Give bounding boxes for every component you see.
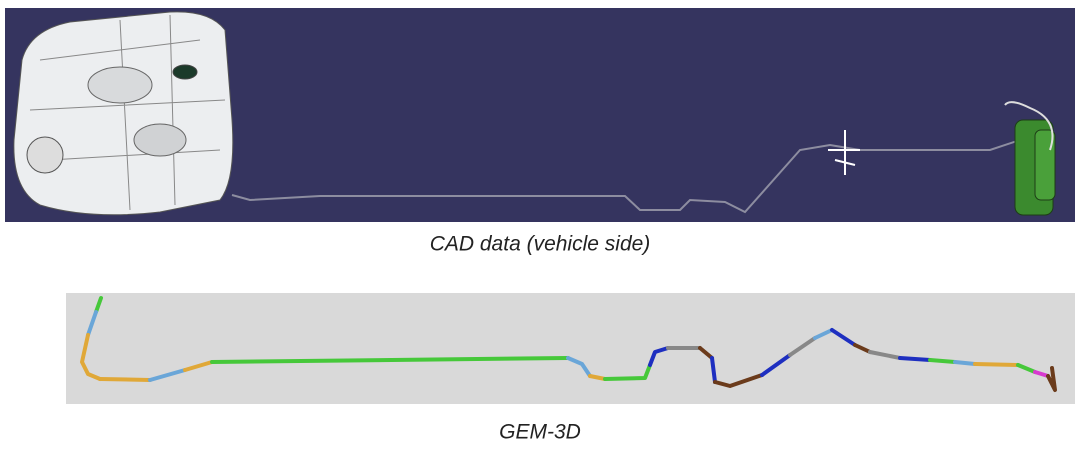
gem-panel	[66, 293, 1075, 404]
caption: CAD data (vehicle side)	[430, 233, 651, 256]
cad-panel	[5, 8, 1075, 222]
caption: GEM-3D	[499, 421, 581, 444]
